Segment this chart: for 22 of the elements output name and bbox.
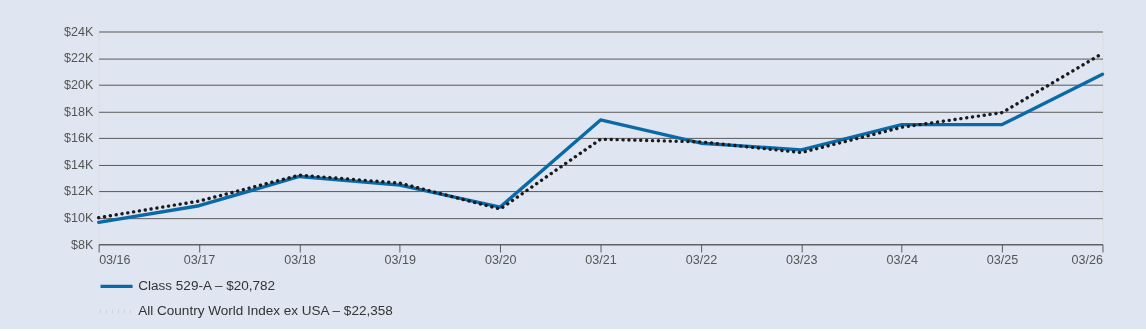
- y-tick-label: $14K: [63, 157, 94, 172]
- y-tick-label: $20K: [63, 78, 94, 93]
- x-tick-label: 03/17: [183, 253, 216, 268]
- y-tick-label: $18K: [63, 104, 94, 119]
- y-tick-label: $12K: [63, 184, 94, 199]
- x-tick-label: 03/23: [786, 253, 818, 268]
- x-tick-label: 03/25: [986, 253, 1019, 268]
- x-tick-label: 03/19: [384, 253, 417, 268]
- x-tick-label: 03/18: [284, 253, 316, 268]
- y-tick-label: $16K: [63, 131, 94, 146]
- x-tick-label: 03/22: [685, 253, 718, 268]
- legend-label: Class 529-A – $20,782: [138, 278, 276, 294]
- y-tick-label: $24K: [63, 24, 94, 39]
- y-tick-label: $10K: [63, 211, 94, 226]
- x-tick-label: 03/26: [1071, 253, 1103, 268]
- x-tick-label: 03/21: [585, 253, 617, 268]
- x-tick-label: 03/20: [484, 253, 517, 268]
- y-tick-label: $22K: [63, 51, 94, 66]
- legend-label: All Country World Index ex USA – $22,358: [138, 303, 393, 319]
- x-tick-label: 03/24: [886, 253, 918, 268]
- y-tick-label: $8K: [70, 237, 94, 252]
- x-tick-label: 03/16: [99, 253, 131, 268]
